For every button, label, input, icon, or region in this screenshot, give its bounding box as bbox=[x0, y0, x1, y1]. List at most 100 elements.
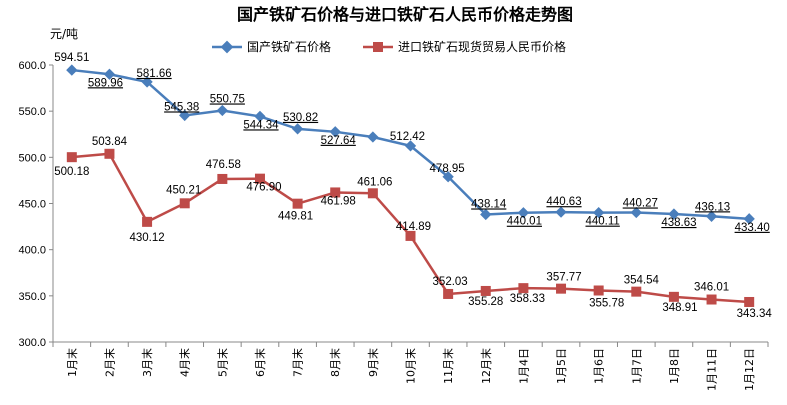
data-point-marker bbox=[480, 208, 492, 221]
data-label: 461.98 bbox=[321, 195, 356, 207]
data-point-marker bbox=[668, 208, 680, 220]
data-point-marker bbox=[593, 285, 604, 296]
data-label: 348.91 bbox=[662, 302, 697, 314]
x-tick-label: 1月6日 bbox=[593, 348, 606, 384]
legend: 国产铁矿石价格 进口铁矿石现货贸易人民币价格 bbox=[212, 39, 566, 54]
x-tick-label: 1月末 bbox=[65, 348, 79, 377]
data-label: 476.58 bbox=[206, 159, 241, 171]
data-label: 433.40 bbox=[735, 222, 770, 234]
x-tick-label: 6月末 bbox=[253, 348, 267, 377]
x-tick-label: 7月末 bbox=[291, 348, 305, 377]
data-label: 352.03 bbox=[433, 276, 468, 288]
data-label: 354.54 bbox=[624, 275, 660, 287]
data-label: 430.12 bbox=[129, 232, 164, 244]
data-point-marker bbox=[66, 152, 77, 163]
data-label: 440.11 bbox=[585, 216, 619, 228]
data-label: 512.42 bbox=[390, 131, 425, 143]
x-tick-label: 8月末 bbox=[328, 348, 342, 377]
data-point-marker bbox=[330, 187, 341, 198]
data-point-marker bbox=[443, 288, 454, 299]
y-tick-label: 300.0 bbox=[18, 337, 46, 349]
x-tick-label: 1月4日 bbox=[517, 348, 530, 384]
data-point-marker bbox=[217, 173, 228, 184]
x-tick-label: 1月12日 bbox=[743, 348, 756, 391]
data-label: 594.51 bbox=[54, 52, 89, 64]
data-point-marker bbox=[291, 123, 304, 135]
data-point-marker bbox=[329, 126, 341, 138]
data-label: 449.81 bbox=[278, 211, 313, 223]
x-tick-label: 1月8日 bbox=[668, 348, 681, 384]
data-label: 544.34 bbox=[243, 119, 279, 131]
y-axis-unit-label: 元/吨 bbox=[50, 27, 78, 41]
axes: 300.0 350.0 400.0 450.0 500.0 550.0 600.0 1月末 2月… bbox=[18, 60, 769, 391]
data-point-marker bbox=[517, 207, 530, 219]
data-point-marker bbox=[593, 206, 605, 219]
x-tick-label: 12月末 bbox=[479, 348, 493, 384]
y-tick-label: 450.0 bbox=[18, 199, 46, 211]
y-tick-label: 350.0 bbox=[18, 291, 46, 303]
data-label: 527.64 bbox=[321, 135, 357, 147]
data-label: 440.01 bbox=[507, 216, 542, 228]
data-point-marker bbox=[292, 198, 303, 209]
x-tick-label: 1月11日 bbox=[706, 348, 719, 391]
data-point-marker bbox=[518, 283, 529, 294]
data-point-marker bbox=[556, 283, 567, 294]
data-label: 545.38 bbox=[164, 101, 199, 113]
data-point-marker bbox=[216, 104, 228, 117]
data-point-marker bbox=[480, 285, 491, 296]
x-tick-label: 1月7日 bbox=[630, 348, 643, 384]
x-tick-label: 5月末 bbox=[215, 348, 229, 377]
data-point-marker bbox=[142, 216, 153, 227]
data-point-marker bbox=[668, 291, 679, 302]
data-label: 414.89 bbox=[396, 221, 431, 233]
legend-label-domestic: 国产铁矿石价格 bbox=[247, 39, 331, 54]
data-point-marker bbox=[104, 148, 115, 159]
legend-marker-imported bbox=[373, 42, 383, 52]
legend-label-imported: 进口铁矿石现货贸易人民币价格 bbox=[398, 39, 566, 54]
x-tick-label: 11月末 bbox=[441, 348, 455, 384]
chart-title: 国产铁矿石价格与进口铁矿石人民币价格走势图 bbox=[237, 5, 573, 24]
x-tick-label: 2月末 bbox=[102, 348, 116, 377]
legend-marker-domestic bbox=[220, 40, 234, 54]
data-point-marker bbox=[630, 206, 642, 219]
data-point-marker bbox=[367, 188, 378, 199]
y-tick-label: 550.0 bbox=[18, 106, 46, 118]
data-point-marker bbox=[367, 131, 379, 143]
data-point-marker bbox=[179, 198, 190, 209]
data-point-marker bbox=[555, 206, 567, 218]
data-point-marker bbox=[254, 173, 265, 184]
data-point-marker bbox=[405, 230, 416, 241]
data-label: 550.75 bbox=[210, 93, 245, 105]
data-label: 358.33 bbox=[510, 293, 545, 305]
data-label: 581.66 bbox=[136, 68, 171, 80]
data-label: 436.13 bbox=[695, 201, 730, 213]
x-tick-label: 10月末 bbox=[404, 348, 418, 384]
data-label: 461.06 bbox=[357, 176, 392, 188]
data-label: 500.18 bbox=[54, 166, 89, 178]
y-tick-label: 400.0 bbox=[18, 245, 46, 257]
data-label: 438.63 bbox=[661, 217, 696, 229]
plot-area: 594.51 589.96 581.66 545.38 550.75 544.34 530.… bbox=[54, 52, 772, 320]
data-label: 589.96 bbox=[88, 77, 123, 89]
y-tick-label: 600.0 bbox=[18, 60, 46, 72]
data-label: 478.95 bbox=[430, 163, 465, 175]
data-label: 355.28 bbox=[468, 296, 503, 308]
data-label: 530.82 bbox=[283, 112, 318, 124]
data-label: 438.14 bbox=[471, 198, 507, 210]
x-tick-label: 9月末 bbox=[366, 348, 380, 377]
data-label: 440.63 bbox=[546, 196, 581, 208]
data-label: 450.21 bbox=[166, 184, 201, 196]
data-label: 440.27 bbox=[623, 197, 658, 209]
data-point-marker bbox=[743, 213, 755, 225]
data-point-marker bbox=[66, 64, 78, 76]
data-point-marker bbox=[744, 296, 755, 307]
y-tick-label: 500.0 bbox=[18, 152, 46, 164]
data-label: 357.77 bbox=[546, 272, 581, 284]
data-point-marker bbox=[706, 294, 717, 305]
data-label: 503.84 bbox=[92, 136, 128, 148]
x-tick-label: 1月5日 bbox=[555, 348, 568, 384]
data-label: 476.90 bbox=[246, 182, 281, 194]
data-label: 346.01 bbox=[694, 282, 729, 294]
x-tick-label: 3月末 bbox=[140, 348, 154, 377]
